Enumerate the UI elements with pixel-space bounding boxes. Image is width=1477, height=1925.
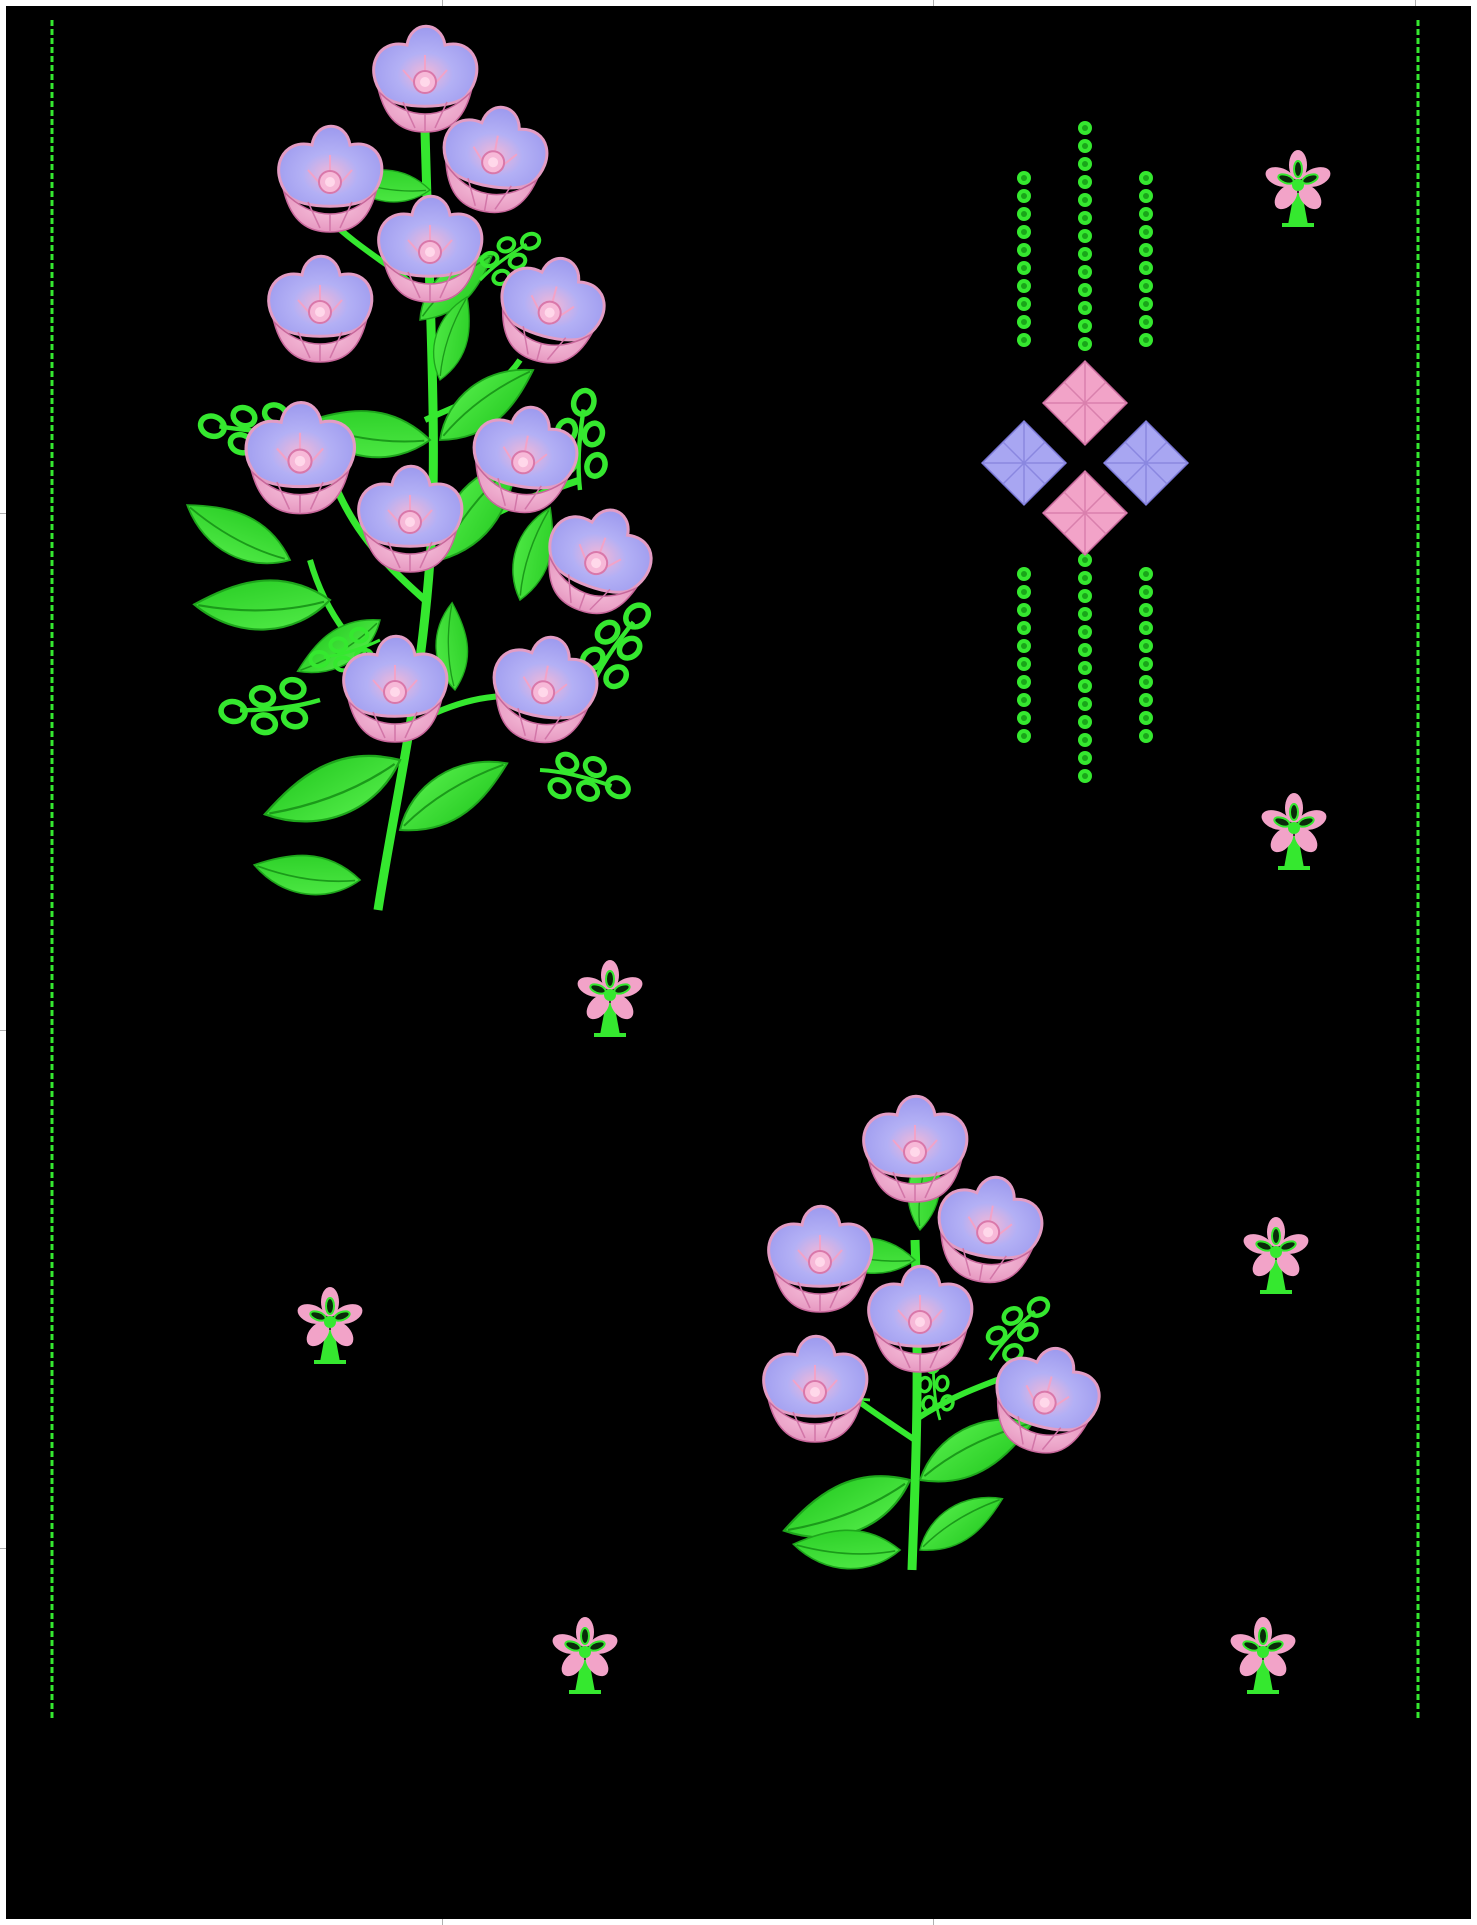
- bead: [1078, 139, 1092, 153]
- bead: [1017, 729, 1031, 743]
- bead: [1139, 207, 1153, 221]
- bead: [1139, 297, 1153, 311]
- bead: [1078, 193, 1092, 207]
- bead: [1078, 751, 1092, 765]
- registration-tick: [0, 513, 6, 514]
- bead: [1017, 225, 1031, 239]
- bead: [1078, 625, 1092, 639]
- registration-tick: [933, 0, 934, 6]
- bead: [1078, 121, 1092, 135]
- bead: [1017, 189, 1031, 203]
- bead: [1078, 247, 1092, 261]
- bead: [1139, 189, 1153, 203]
- bead: [1078, 301, 1092, 315]
- bead: [1017, 711, 1031, 725]
- bead: [1139, 333, 1153, 347]
- bead: [1017, 207, 1031, 221]
- bead: [1078, 337, 1092, 351]
- bead: [1017, 603, 1031, 617]
- bead: [1017, 297, 1031, 311]
- registration-tick: [0, 1548, 6, 1549]
- bead: [1139, 729, 1153, 743]
- bead: [1078, 229, 1092, 243]
- bead: [1078, 589, 1092, 603]
- bead: [1139, 621, 1153, 635]
- bead: [1017, 675, 1031, 689]
- registration-tick: [933, 1919, 934, 1925]
- bead: [1139, 603, 1153, 617]
- bead: [1078, 697, 1092, 711]
- bead: [1078, 733, 1092, 747]
- bead: [1139, 279, 1153, 293]
- bead: [1017, 567, 1031, 581]
- registration-tick: [1415, 0, 1416, 6]
- bead: [1139, 171, 1153, 185]
- bead: [1139, 567, 1153, 581]
- bead: [1139, 315, 1153, 329]
- bead: [1017, 585, 1031, 599]
- registration-tick: [0, 1030, 6, 1031]
- bead: [1017, 171, 1031, 185]
- bead: [1017, 657, 1031, 671]
- bead: [1017, 243, 1031, 257]
- bead: [1017, 333, 1031, 347]
- bead: [1078, 679, 1092, 693]
- registration-tick: [442, 1919, 443, 1925]
- bead: [1078, 769, 1092, 783]
- bead: [1139, 657, 1153, 671]
- small-floral-bouquet: [762, 1094, 1111, 1584]
- bead: [1017, 279, 1031, 293]
- bead: [1017, 639, 1031, 653]
- bead: [1078, 283, 1092, 297]
- registration-tick: [442, 0, 443, 6]
- bead: [1078, 715, 1092, 729]
- large-floral-bouquet: [178, 24, 673, 913]
- bead: [1078, 571, 1092, 585]
- bead: [1017, 693, 1031, 707]
- fabric-background: [6, 6, 1471, 1919]
- bead: [1078, 265, 1092, 279]
- bead: [1078, 319, 1092, 333]
- bead: [1139, 693, 1153, 707]
- bead: [1139, 225, 1153, 239]
- bead: [1139, 639, 1153, 653]
- bead: [1017, 621, 1031, 635]
- bead: [1139, 585, 1153, 599]
- bead: [1078, 607, 1092, 621]
- bead: [1139, 261, 1153, 275]
- bead: [1139, 243, 1153, 257]
- bead: [1139, 675, 1153, 689]
- bead: [1139, 711, 1153, 725]
- bead: [1078, 661, 1092, 675]
- bead: [1078, 211, 1092, 225]
- bead: [1017, 261, 1031, 275]
- bead: [1078, 643, 1092, 657]
- bead: [1078, 157, 1092, 171]
- bead: [1078, 175, 1092, 189]
- bead: [1017, 315, 1031, 329]
